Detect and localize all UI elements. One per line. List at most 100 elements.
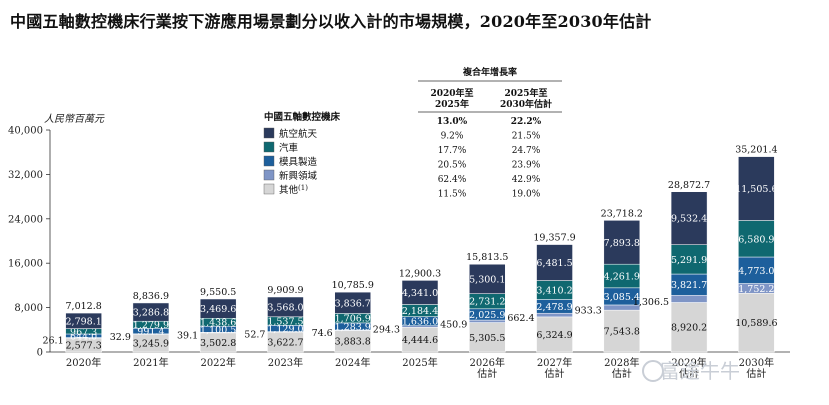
cagr-col1-head: 2020年至: [430, 87, 473, 99]
bar-value-label-aerospace: 6,481.5: [536, 258, 572, 269]
bar-segment-aerospace: [401, 280, 439, 305]
bar-value-label-other: 7,543.8: [604, 327, 640, 338]
legend-swatch-emerging: [263, 169, 275, 181]
bar-value-label-mold: 3,821.7: [671, 280, 707, 291]
bar-segment-other: [401, 327, 439, 353]
x-category-label: 2027年: [537, 356, 572, 369]
cagr-value: 23.9%: [512, 161, 541, 171]
bar-value-label-mold: 2,478.9: [536, 302, 572, 313]
bar-value-label-auto: 1,537.5: [267, 317, 303, 328]
cagr-value: 17.7%: [438, 146, 467, 156]
bar-segment-aerospace: [132, 302, 170, 322]
bar-value-label-aerospace: 3,836.7: [335, 298, 371, 309]
bar-value-label-auto: 3,410.2: [536, 285, 572, 296]
bar-value-label-mold: 3,085.4: [604, 292, 640, 303]
cagr-value: 62.4%: [438, 175, 467, 185]
bar-value-label-other: 3,245.9: [133, 338, 169, 349]
bar-total-label: 9,909.9: [267, 285, 303, 296]
bar-value-label-emerging: 294.3: [373, 325, 400, 336]
cagr-value: 13.0%: [437, 117, 468, 127]
legend-footnote-mark: (1): [298, 184, 308, 192]
bar-segment-aerospace: [536, 244, 573, 281]
bar-value-label-emerging: 933.3: [575, 306, 602, 317]
bar-value-label-auto: 967.3: [70, 327, 97, 338]
cagr-value: 11.5%: [438, 190, 467, 200]
bar-value-label-emerging: 1,752.2: [738, 284, 774, 295]
bar-value-label-aerospace: 7,893.8: [604, 238, 640, 249]
bar-value-label-aerospace: 3,286.8: [133, 308, 169, 319]
x-category-label: 估計: [746, 367, 766, 380]
bar-segment-aerospace: [65, 312, 102, 329]
bar-value-label-mold: 4,773.0: [738, 266, 774, 277]
bar-total-label: 7,012.8: [66, 301, 102, 312]
bar-segment-emerging: [670, 294, 708, 303]
bar-value-label-aerospace: 3,469.6: [200, 304, 236, 315]
bar-value-label-aerospace: 3,568.0: [267, 302, 303, 313]
cagr-value: 42.9%: [512, 175, 541, 185]
bar-value-label-mold: 644.0: [70, 331, 97, 342]
bar-value-label-other: 5,305.5: [469, 333, 505, 344]
cagr-value: 19.0%: [512, 190, 541, 200]
y-tick-label: 16,000: [8, 259, 43, 270]
x-category-label: 2025年: [402, 356, 437, 369]
bar-segment-aerospace: [738, 156, 775, 221]
legend-swatch-other: [263, 183, 275, 195]
bar-segment-other: [603, 309, 641, 353]
bar-value-label-auto: 1,438.6: [200, 318, 236, 329]
bar-value-label-emerging: 32.9: [110, 332, 131, 343]
legend-label: 航空航天: [279, 128, 318, 140]
bar-segment-aerospace: [603, 220, 641, 265]
legend-title: 中國五軸數控機床: [264, 111, 341, 123]
x-category-label: 2028年: [604, 356, 639, 369]
cagr-col2-head: 2030年估計: [500, 98, 552, 110]
legend-swatch-mold: [263, 155, 275, 167]
bar-value-label-emerging: 39.1: [177, 330, 198, 341]
watermark-logo-icon: [642, 360, 664, 382]
x-category-label: 2030年: [739, 356, 774, 369]
chart-title: 中國五軸數控機床行業按下游應用場景劃分以收入計的市場規模，2020年至2030年…: [10, 12, 652, 31]
bar-value-label-emerging: 662.4: [507, 313, 534, 324]
x-category-label: 估計: [545, 367, 565, 380]
x-category-label: 2023年: [268, 356, 303, 369]
bar-value-label-other: 3,502.8: [200, 338, 236, 349]
bar-total-label: 9,550.5: [200, 287, 236, 298]
bar-value-label-auto: 1,706.9: [335, 314, 371, 325]
y-tick-label: 40,000: [8, 126, 43, 137]
bar-segment-other: [670, 302, 708, 353]
bar-segment-other: [738, 292, 775, 353]
x-category-label: 2024年: [335, 356, 370, 369]
bar-value-label-auto: 2,731.2: [469, 297, 505, 308]
y-tick-label: 32,000: [8, 170, 43, 181]
bar-segment-aerospace: [267, 296, 304, 318]
bar-value-label-aerospace: 4,341.0: [402, 288, 438, 299]
legend-label: 汽車: [279, 142, 299, 154]
bar-value-label-aerospace: 5,300.1: [469, 274, 505, 285]
legend-swatch-auto: [263, 141, 275, 153]
bar-segment-aerospace: [199, 298, 237, 319]
bar-value-label-auto: 5,291.9: [671, 255, 707, 266]
bar-value-label-mold: 2,025.9: [469, 310, 505, 321]
bar-value-label-emerging: 52.7: [244, 330, 265, 341]
bar-value-label-emerging: 74.6: [312, 328, 333, 339]
x-category-label: 2021年: [133, 356, 168, 369]
x-category-label: 2022年: [200, 356, 235, 369]
bar-value-label-other: 10,589.6: [735, 318, 777, 329]
x-category-label: 估計: [477, 367, 497, 380]
bar-total-label: 12,900.3: [399, 268, 441, 279]
bar-value-label-auto: 4,261.9: [604, 272, 640, 283]
bar-total-label: 19,357.9: [533, 233, 575, 244]
y-tick-label: 8,000: [14, 303, 43, 314]
bar-value-label-other: 3,622.7: [267, 337, 303, 348]
bar-value-label-mold: 991.4: [137, 327, 164, 338]
x-category-label: 估計: [612, 367, 632, 380]
cagr-title: 複合年增長率: [462, 66, 517, 78]
bar-value-label-other: 4,444.6: [402, 335, 438, 346]
cagr-value: 20.5%: [438, 161, 467, 171]
bar-value-label-aerospace: 9,532.4: [671, 214, 707, 225]
bar-value-label-emerging: 1,306.5: [633, 297, 669, 308]
x-category-label: 2026年: [470, 356, 505, 369]
bar-total-label: 23,718.2: [601, 208, 643, 219]
bar-segment-aerospace: [334, 291, 371, 314]
bar-value-label-other: 6,324.9: [536, 330, 572, 341]
